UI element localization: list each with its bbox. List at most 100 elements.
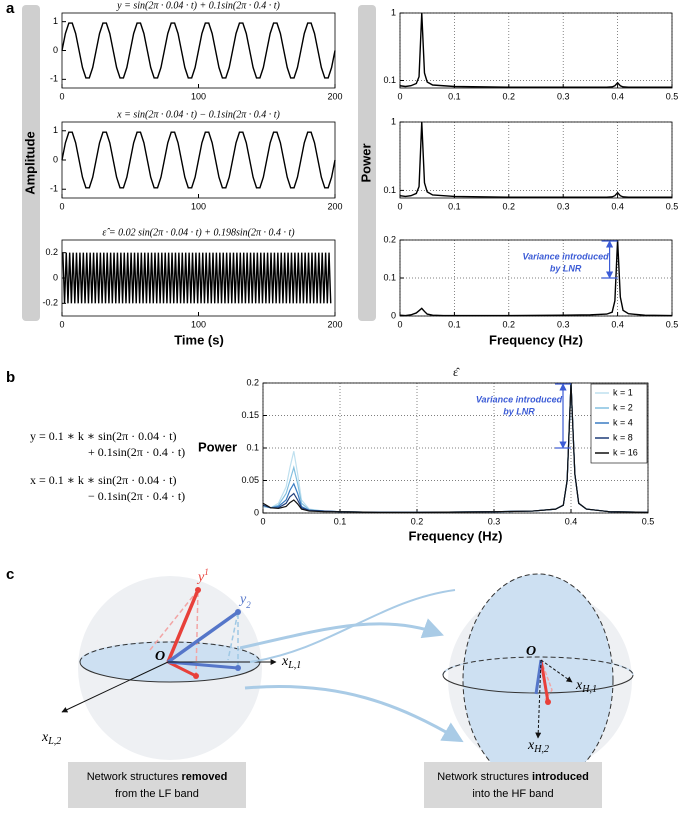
label-sub: 2 xyxy=(246,600,251,610)
y-tick-label: -1 xyxy=(50,74,58,84)
y-tick-label: 0.2 xyxy=(246,377,259,387)
y-tick-label: -1 xyxy=(50,184,58,194)
data-line xyxy=(399,121,672,198)
data-line xyxy=(62,252,332,304)
y-tick-label: 1 xyxy=(391,7,396,17)
y-tick-label: 0.1 xyxy=(246,442,259,452)
chart-title: ε̂ = 0.02 sin(2π · 0.04 · t) + 0.198sin(… xyxy=(102,227,295,238)
legend-label: k = 1 xyxy=(613,387,633,397)
x-tick-label: 0.2 xyxy=(503,201,516,211)
x-tick-label: 0.2 xyxy=(411,516,424,526)
equation: + 0.1sin(2π · 0.4 · t) xyxy=(88,445,185,459)
label-sub: L,1 xyxy=(287,660,301,671)
x-tick-label: 0.1 xyxy=(448,91,461,101)
label-sub: L,2 xyxy=(47,736,61,747)
label-sub: H,1 xyxy=(581,684,597,695)
legend-label: k = 2 xyxy=(613,402,633,412)
equation: x = 0.1 ∗ k ∗ sin(2π · 0.04 · t) xyxy=(30,473,176,487)
x-tick-label: 0.4 xyxy=(611,201,624,211)
right-sphere xyxy=(442,573,634,787)
x-tick-label: 0.5 xyxy=(642,516,655,526)
y-tick-label: 0.15 xyxy=(241,410,259,420)
x-tick-label: 0 xyxy=(59,319,64,329)
panel-label: a xyxy=(6,0,15,17)
caption-box xyxy=(424,762,602,808)
x-tick-label: 0.4 xyxy=(611,319,624,329)
equation: − 0.1sin(2π · 0.4 · t) xyxy=(88,489,185,503)
x-tick-label: 100 xyxy=(191,91,206,101)
y-tick-label: 0.1 xyxy=(383,185,396,195)
chart-title: x = sin(2π · 0.04 · t) − 0.1sin(2π · 0.4… xyxy=(116,109,280,120)
data-line xyxy=(399,12,672,88)
panel-label: c xyxy=(6,566,14,583)
x-tick-label: 0.4 xyxy=(611,91,624,101)
annotation: Variance introduced xyxy=(522,251,609,261)
equation: y = 0.1 ∗ k ∗ sin(2π · 0.04 · t) xyxy=(30,429,176,443)
x-tick-label: 100 xyxy=(191,319,206,329)
x-axis-label: Frequency (Hz) xyxy=(409,528,503,543)
y-axis-label: Amplitude xyxy=(22,131,37,195)
y-axis-label: Power xyxy=(198,439,237,454)
label-bar xyxy=(358,5,376,321)
label-base: y xyxy=(238,592,247,607)
x-tick-label: 0 xyxy=(59,91,64,101)
left-sphere xyxy=(61,576,277,760)
y-tick-label: 0 xyxy=(53,272,58,282)
x-tick-label: 200 xyxy=(327,201,342,211)
y-tick-label: 0.1 xyxy=(383,75,396,85)
label-sub: H,2 xyxy=(533,744,549,755)
caption-bold: removed xyxy=(181,771,227,783)
axis-label: xL,1 xyxy=(281,654,301,671)
caption: from the LF band xyxy=(115,788,199,800)
legend-label: k = 8 xyxy=(613,432,633,442)
x-axis-label: Time (s) xyxy=(174,332,224,347)
x-tick-label: 0.3 xyxy=(557,91,570,101)
label-base: x xyxy=(527,738,535,753)
y-tick-label: 0 xyxy=(391,310,396,320)
caption-box xyxy=(68,762,246,808)
label-base: x xyxy=(575,678,583,693)
label-bar xyxy=(22,5,40,321)
axis-label: xH,2 xyxy=(527,738,549,755)
caption: Network structures removed xyxy=(87,771,228,783)
label-sup: 1 xyxy=(204,567,209,577)
x-axis-label: Frequency (Hz) xyxy=(489,332,583,347)
panel-label: b xyxy=(6,369,15,386)
annotation: Variance introduced xyxy=(476,394,563,404)
label-base: x xyxy=(281,654,289,669)
legend-label: k = 4 xyxy=(613,417,633,427)
caption-bold: introduced xyxy=(532,771,589,783)
x-tick-label: 0.1 xyxy=(448,201,461,211)
y-tick-label: -0.2 xyxy=(42,298,58,308)
plot-frame xyxy=(399,12,673,89)
legend-label: k = 16 xyxy=(613,447,638,457)
y-tick-label: 1 xyxy=(391,116,396,126)
y-tick-label: 0.2 xyxy=(45,247,58,257)
x-tick-label: 0.4 xyxy=(565,516,578,526)
x-tick-label: 0.3 xyxy=(557,319,570,329)
label-base: x xyxy=(41,730,49,745)
axis-label: xL,2 xyxy=(41,730,61,747)
caption: into the HF band xyxy=(472,788,553,800)
plot-frame xyxy=(61,12,336,89)
plot-frame xyxy=(61,239,336,317)
data-line xyxy=(262,382,649,513)
x-tick-label: 0 xyxy=(397,91,402,101)
data-line xyxy=(61,131,336,189)
y-tick-label: 0.2 xyxy=(383,234,396,244)
caption: Network structures introduced xyxy=(437,771,589,783)
x-tick-label: 200 xyxy=(327,91,342,101)
chart-title: y = sin(2π · 0.04 · t) + 0.1sin(2π · 0.4… xyxy=(116,0,280,11)
y-axis-label: Power xyxy=(358,143,373,182)
origin-label: O xyxy=(155,649,165,664)
plot-frame xyxy=(399,121,673,199)
plot-area xyxy=(400,13,672,88)
caption-text: Network structures xyxy=(437,771,532,783)
x-tick-label: 0.3 xyxy=(488,516,501,526)
plot-frame xyxy=(262,382,649,514)
y-tick-label: 0.1 xyxy=(383,272,396,282)
plot-area xyxy=(400,122,672,198)
x-tick-label: 0 xyxy=(59,201,64,211)
transfer-arrows xyxy=(239,589,464,743)
